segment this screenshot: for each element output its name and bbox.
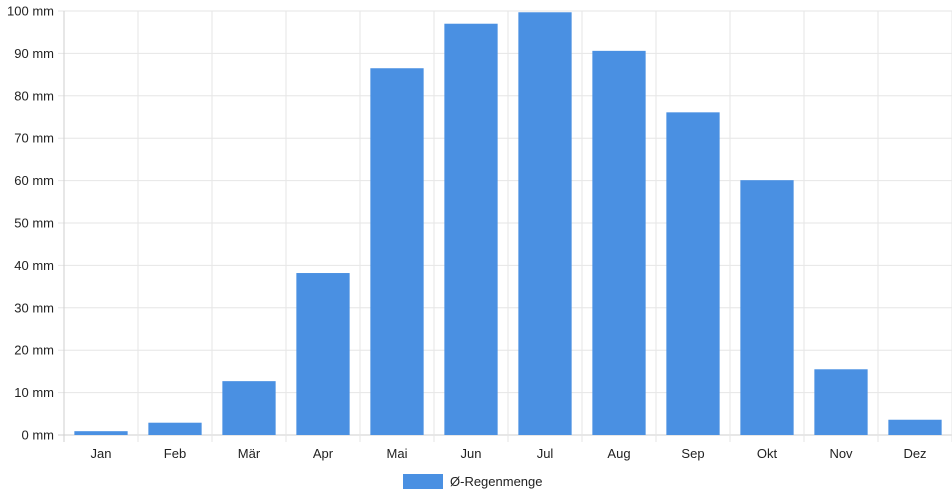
bar[interactable] [370,68,424,436]
bar[interactable] [296,273,350,435]
bar[interactable] [740,180,794,435]
x-tick-label: Apr [313,446,334,461]
y-tick-label: 40 mm [14,258,54,273]
legend[interactable]: Ø-Regenmenge [403,474,543,489]
bar[interactable] [148,422,202,435]
y-tick-label: 50 mm [14,216,54,231]
bar[interactable] [814,369,868,435]
x-tick-label: Sep [681,446,704,461]
y-tick-label: 10 mm [14,385,54,400]
y-tick-label: 90 mm [14,46,54,61]
x-tick-label: Okt [757,446,778,461]
x-tick-label: Aug [607,446,630,461]
bar[interactable] [222,381,276,435]
x-tick-label: Mai [387,446,408,461]
y-tick-label: 100 mm [7,4,54,19]
bar[interactable] [888,419,942,435]
x-tick-label: Jun [461,446,482,461]
x-tick-label: Jan [91,446,112,461]
bar[interactable] [518,12,572,435]
grid [58,10,952,442]
x-tick-label: Mär [238,446,261,461]
x-tick-label: Jul [537,446,554,461]
x-axis-ticks: Jan Feb Mär Apr Mai Jun Jul Aug Sep Okt Nov Dez [91,446,927,461]
x-tick-label: Nov [829,446,853,461]
y-tick-label: 20 mm [14,343,54,358]
bar[interactable] [592,50,646,436]
y-tick-label: 60 mm [14,173,54,188]
y-tick-label: 30 mm [14,300,54,315]
bar[interactable] [444,23,498,435]
bars [74,12,942,436]
y-tick-label: 0 mm [22,428,55,443]
legend-swatch [403,474,443,489]
bar[interactable] [74,431,128,435]
y-tick-label: 70 mm [14,131,54,146]
bar[interactable] [666,112,720,435]
y-tick-label: 80 mm [14,88,54,103]
y-axis-ticks: 0 mm 10 mm 20 mm 30 mm 40 mm 50 mm 60 mm 70 mm 8… [7,4,54,443]
x-tick-label: Feb [164,446,186,461]
legend-label: Ø-Regenmenge [450,474,543,489]
x-tick-label: Dez [903,446,926,461]
